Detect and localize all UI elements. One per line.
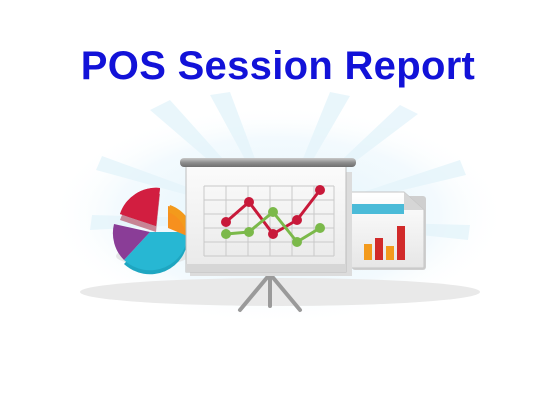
ground-shadow [80, 278, 480, 306]
presentation-board-icon [180, 158, 356, 312]
document-bar-chart-icon [349, 191, 426, 270]
page-title: POS Session Report [80, 44, 476, 88]
